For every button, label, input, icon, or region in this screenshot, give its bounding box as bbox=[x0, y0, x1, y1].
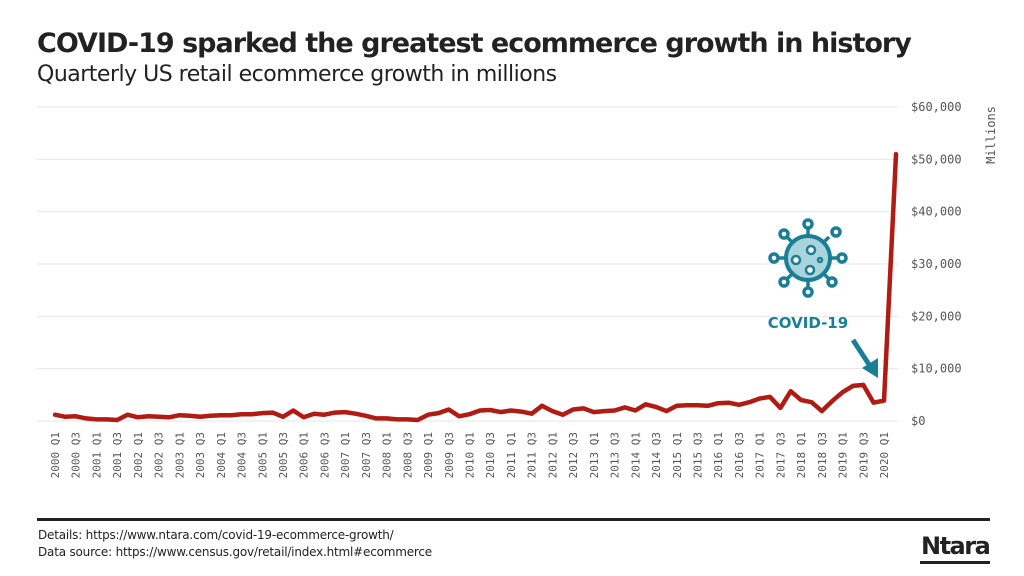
x-tick-label: 2019 Q1 bbox=[837, 432, 850, 478]
x-tick-label: 2006 Q1 bbox=[298, 432, 311, 478]
gridlines bbox=[37, 106, 898, 422]
x-tick-label: 2015 Q3 bbox=[691, 432, 704, 478]
x-tick-label: 2016 Q1 bbox=[712, 432, 725, 478]
chart-subtitle: Quarterly US retail ecommerce growth in … bbox=[37, 62, 557, 87]
x-tick-label: 2015 Q1 bbox=[671, 432, 684, 478]
x-tick-label: 2017 Q1 bbox=[754, 432, 767, 478]
x-tick-label: 2018 Q3 bbox=[816, 432, 829, 478]
x-tick-label: 2009 Q1 bbox=[422, 432, 435, 478]
y-tick-label: $0 bbox=[911, 414, 925, 428]
covid-label: COVID-19 bbox=[768, 314, 848, 332]
covid-annotation: COVID-19 bbox=[768, 218, 878, 378]
ntara-logo: Ntara bbox=[921, 532, 991, 560]
x-tick-label: 2009 Q3 bbox=[443, 432, 456, 478]
x-tick-label: 2014 Q3 bbox=[650, 432, 663, 478]
x-tick-label: 2013 Q1 bbox=[588, 432, 601, 478]
x-tick-label: 2002 Q1 bbox=[132, 432, 145, 478]
x-tick-label: 2006 Q3 bbox=[318, 432, 331, 478]
x-tick-label: 2007 Q1 bbox=[339, 432, 352, 478]
x-tick-label: 2018 Q1 bbox=[795, 432, 808, 478]
x-tick-label: 2017 Q3 bbox=[774, 432, 787, 478]
x-tick-label: 2003 Q1 bbox=[173, 432, 186, 478]
data-points bbox=[54, 154, 897, 421]
x-tick-label: 2013 Q3 bbox=[609, 432, 622, 478]
logo-underline bbox=[920, 561, 990, 564]
x-tick-label: 2011 Q1 bbox=[505, 432, 518, 478]
series-line bbox=[52, 151, 899, 423]
arrow-icon bbox=[850, 338, 878, 378]
virus-icon bbox=[768, 218, 848, 298]
chart-title: COVID-19 sparked the greatest ecommerce … bbox=[37, 28, 912, 59]
x-tick-label: 2010 Q3 bbox=[484, 432, 497, 478]
x-tick-label: 2019 Q3 bbox=[857, 432, 870, 478]
line-chart: $0 $10,000 $20,000 $30,000 $40,000 $50,000 $60… bbox=[37, 100, 998, 478]
y-tick-label: $10,000 bbox=[911, 362, 962, 376]
x-tick-label: 2001 Q3 bbox=[111, 432, 124, 478]
x-tick-label: 2008 Q1 bbox=[381, 432, 394, 478]
x-tick-label: 2020 Q1 bbox=[878, 432, 891, 478]
y-tick-label: $40,000 bbox=[911, 205, 962, 219]
x-tick-label: 2016 Q3 bbox=[733, 432, 746, 478]
x-tick-label: 2005 Q3 bbox=[277, 432, 290, 478]
y-tick-label: $50,000 bbox=[911, 152, 962, 166]
y-tick-label: $60,000 bbox=[911, 100, 962, 114]
footer-divider bbox=[37, 518, 990, 521]
details-link[interactable]: Details: https://www.ntara.com/covid-19-… bbox=[38, 528, 394, 542]
y-axis-label: Millions bbox=[984, 106, 998, 164]
x-tick-label: 2001 Q1 bbox=[90, 432, 103, 478]
x-tick-label: 2012 Q3 bbox=[567, 432, 580, 478]
data-source-link[interactable]: Data source: https://www.census.gov/reta… bbox=[38, 545, 432, 559]
y-tick-label: $30,000 bbox=[911, 257, 962, 271]
x-tick-label: 2004 Q3 bbox=[236, 432, 249, 478]
x-tick-label: 2002 Q3 bbox=[153, 432, 166, 478]
x-tick-label: 2003 Q3 bbox=[194, 432, 207, 478]
y-axis: $0 $10,000 $20,000 $30,000 $40,000 $50,000 $60… bbox=[911, 100, 962, 428]
x-axis: 2000 Q1 2000 Q3 2001 Q1 2001 Q3 2002 Q1 2002 … bbox=[49, 432, 891, 478]
y-tick-label: $20,000 bbox=[911, 309, 962, 323]
x-tick-label: 2005 Q1 bbox=[256, 432, 269, 478]
x-tick-label: 2000 Q3 bbox=[70, 432, 83, 478]
x-tick-label: 2007 Q3 bbox=[360, 432, 373, 478]
x-tick-label: 2014 Q1 bbox=[629, 432, 642, 478]
x-tick-label: 2012 Q1 bbox=[546, 432, 559, 478]
x-tick-label: 2000 Q1 bbox=[49, 432, 62, 478]
x-tick-label: 2004 Q1 bbox=[215, 432, 228, 478]
x-tick-label: 2008 Q3 bbox=[401, 432, 414, 478]
x-tick-label: 2011 Q3 bbox=[526, 432, 539, 478]
x-tick-label: 2010 Q1 bbox=[464, 432, 477, 478]
